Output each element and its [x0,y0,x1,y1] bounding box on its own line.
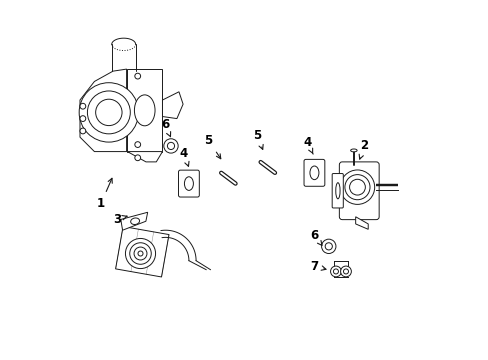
Circle shape [167,142,174,149]
Ellipse shape [335,183,339,199]
Circle shape [344,175,369,200]
Polygon shape [127,69,162,152]
Circle shape [96,99,122,126]
Circle shape [349,179,365,195]
Circle shape [325,243,332,250]
Circle shape [135,73,141,79]
Text: 5: 5 [204,134,220,159]
Circle shape [321,239,335,253]
Text: 1: 1 [97,178,112,210]
Circle shape [79,83,138,142]
Circle shape [80,103,85,109]
Circle shape [125,238,155,269]
Circle shape [340,266,351,277]
Circle shape [80,128,85,134]
Polygon shape [355,217,367,229]
Circle shape [333,269,338,274]
Polygon shape [115,226,169,277]
Polygon shape [80,69,126,152]
Text: 4: 4 [303,136,312,154]
Text: 6: 6 [161,118,170,137]
Circle shape [330,266,341,277]
Text: 5: 5 [252,129,263,149]
Polygon shape [121,212,147,230]
Polygon shape [162,92,183,118]
FancyBboxPatch shape [331,174,343,208]
Ellipse shape [350,149,356,152]
Text: 4: 4 [179,147,189,166]
Text: 2: 2 [359,139,368,159]
Ellipse shape [130,218,139,225]
FancyBboxPatch shape [339,162,378,220]
FancyBboxPatch shape [178,170,199,197]
FancyBboxPatch shape [304,159,324,186]
Text: 3: 3 [113,213,127,226]
Circle shape [135,142,141,148]
Circle shape [129,243,151,264]
Ellipse shape [184,177,193,190]
Ellipse shape [134,95,155,126]
Text: 7: 7 [310,260,325,273]
Circle shape [135,155,141,161]
Circle shape [134,247,147,260]
Circle shape [163,139,178,153]
Circle shape [80,116,85,121]
Text: 6: 6 [310,229,321,246]
Circle shape [87,91,130,134]
Circle shape [138,251,142,256]
Circle shape [343,269,348,274]
Ellipse shape [309,166,318,180]
Circle shape [340,170,374,204]
Polygon shape [127,152,162,162]
